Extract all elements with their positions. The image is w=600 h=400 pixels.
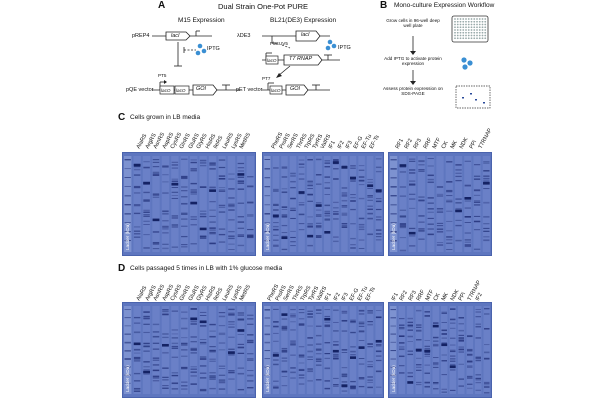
panel-d-ladder-label-3: Ladder (kDa) <box>391 365 396 392</box>
lane-label: MK <box>441 291 451 302</box>
goi-label-1: GOI <box>196 86 207 92</box>
panel-d-gel-2 <box>262 302 384 398</box>
panel-c-gel-3 <box>388 152 492 256</box>
gel-bands <box>264 156 382 252</box>
panel-d-ladder-label-2: Ladder (kDa) <box>265 365 270 392</box>
panel-c-gel-1 <box>122 152 256 256</box>
gel-bands <box>124 306 254 394</box>
laco-box-4: lacO <box>271 88 281 93</box>
laco-box-1: lacO <box>161 88 171 93</box>
lane-label: RRF <box>415 289 427 302</box>
lane-label: T7RNAP <box>477 127 494 150</box>
panel-a-title: Dual Strain One-Pot PURE <box>218 2 309 11</box>
panel-b-letter: B <box>380 0 388 11</box>
goi-label-2: GOI <box>290 86 301 92</box>
pt7-label: PT7 <box>262 76 271 81</box>
panel-b-title: Mono-culture Expression Workflow <box>394 2 495 9</box>
workflow-step-3: Assess protein expression on SDS-PAGE <box>382 86 443 96</box>
panel-c-ladder-label-2: Ladder (kDa) <box>265 223 270 250</box>
panel-a-diagram <box>152 30 340 96</box>
laci-label-2: lacI <box>301 32 310 38</box>
panel-c-gel3-labels: RF1 RF2 RF3 RRF MTF CK MK NDK PPi T7RNAP <box>388 122 493 150</box>
panel-d-ladder-label-1: Ladder (kDa) <box>125 365 130 392</box>
t7rnap-label: T7 RNAP <box>289 56 313 62</box>
panel-c-title: Cells grown in LB media <box>130 114 201 121</box>
panel-d-gel2-labels: PheRS ProRS SerRS ThrRS TrpRS TyrRS ValRS IF1 IF… <box>266 274 378 302</box>
panel-d-title: Cells passaged 5 times in LB with 1% glu… <box>130 265 283 272</box>
iptg-label: IPTG <box>207 46 220 52</box>
bl21-header: BL21(DE3) Expression <box>270 17 337 24</box>
placuv5-label: PlacUV5 <box>270 41 288 46</box>
gel-bands <box>124 156 254 252</box>
panel-c-ladder-label-3: Ladder (kDa) <box>391 223 396 250</box>
lane-label: NDK <box>459 136 470 150</box>
laci-label: lacI <box>171 33 180 39</box>
gel-bands <box>390 306 490 394</box>
panel-d-gel-1 <box>122 302 256 398</box>
pqe-label: pQE vector <box>126 87 154 93</box>
panel-a-letter: A <box>158 0 166 11</box>
laco-box-2: lacO <box>176 88 186 93</box>
iptg-label-2: IPTG <box>338 45 351 51</box>
panel-c-gel1-labels: AlaRS ArgRS AsnRS AspRS CysRS GlnRS GluRS GlyRS… <box>135 122 253 150</box>
m15-header: M15 Expression <box>178 17 225 24</box>
panel-c-gel2-labels: PheRS ProRS SerRS ThrRS TrpRS TyrRS ValRS IF1 IF… <box>270 122 382 150</box>
panel-d-letter: D <box>118 263 126 274</box>
gel-bands <box>390 156 490 252</box>
panel-c-letter: C <box>118 112 126 123</box>
workflow-step-1: Grow cells in 96-well deep well plate <box>386 18 440 28</box>
panel-b-diagram <box>410 15 491 109</box>
lane-label: RRF <box>422 137 433 150</box>
panel-d-gel-3 <box>388 302 492 398</box>
lane-label: IF2 <box>332 292 342 302</box>
lane-label: IF2 <box>336 140 346 150</box>
lane-label: IF1 <box>328 140 338 150</box>
lambda-de3-label: λDE3 <box>237 33 251 39</box>
pet-label: pET vector <box>236 87 263 93</box>
lane-label: PPi <box>468 139 478 150</box>
panel-d-gel1-labels: AlaRS ArgRS AsnRS AspRS CysRS GlnRS GluRS GlyRS… <box>135 274 253 302</box>
laco-box-3: lacO <box>267 58 277 63</box>
lane-label: RF2 <box>399 289 410 302</box>
lane-label: IF3 <box>340 292 350 302</box>
lane-label: MK <box>449 139 460 150</box>
workflow-step-2: Add IPTG to activate protein expression <box>384 56 442 66</box>
panel-c-gel-2 <box>262 152 384 256</box>
lane-label: RF2 <box>403 137 415 150</box>
gel-bands <box>264 306 382 394</box>
lane-label: IF1 <box>324 292 334 302</box>
lane-label: RF3 <box>413 137 424 150</box>
lane-label: CK <box>440 140 450 150</box>
panel-c-ladder-label-1: Ladder (kDa) <box>125 223 130 250</box>
lane-label: IF3 <box>344 140 354 150</box>
prep4-label: pREP4 <box>132 33 150 39</box>
pt5-label: PT5 <box>158 73 167 78</box>
panel-d-gel3-labels: IF1 RF2 RF3 RRF MTF CK MK NDK PPi T7RNAP IF2 <box>388 274 486 302</box>
plate-icon <box>451 15 489 43</box>
lane-label: RF1 <box>394 137 405 150</box>
